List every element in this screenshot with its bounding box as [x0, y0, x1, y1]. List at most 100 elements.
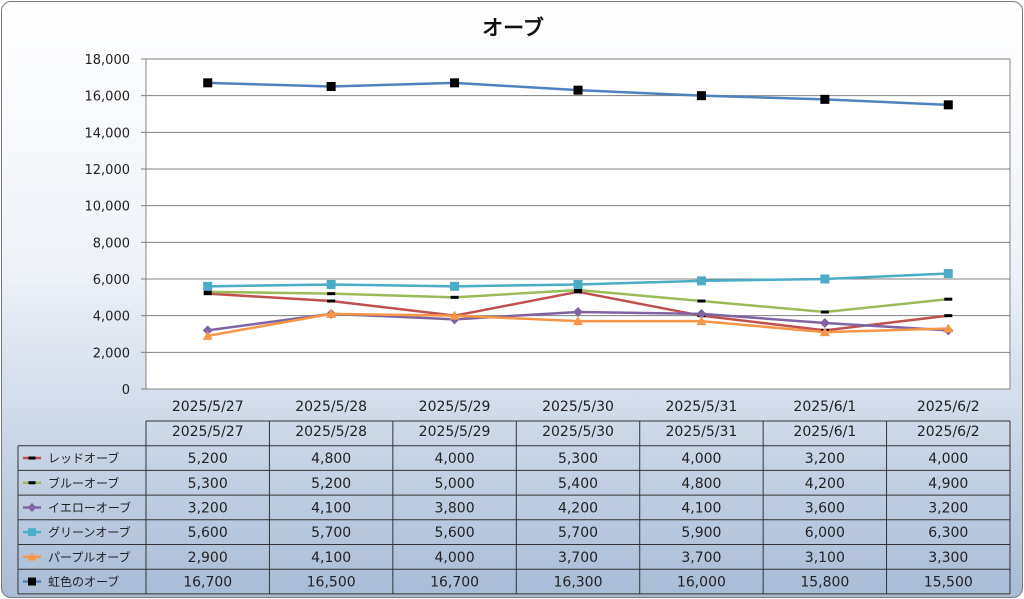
- data-point-marker: [819, 318, 830, 328]
- data-point-marker: [28, 456, 36, 460]
- table-value-cell: 4,200: [805, 476, 845, 492]
- table-value-cell: 16,700: [430, 575, 479, 591]
- data-point-marker: [573, 280, 583, 289]
- table-value-cell: 15,800: [800, 575, 849, 591]
- legend-series-name: イエローオーブ: [48, 500, 131, 515]
- x-tick-label: 2025/5/28: [295, 399, 367, 415]
- data-point-marker: [573, 307, 583, 317]
- table-value-cell: 6,300: [928, 525, 968, 541]
- table-value-cell: 3,200: [928, 500, 968, 516]
- legend-series-name: パープルオーブ: [48, 549, 131, 564]
- data-point-marker: [696, 276, 706, 286]
- table-value-cell: 4,800: [311, 451, 351, 467]
- y-tick-label: 4,000: [93, 310, 130, 325]
- y-tick-label: 2,000: [93, 346, 130, 361]
- table-value-cell: 4,000: [435, 451, 475, 467]
- data-point-marker: [326, 82, 336, 91]
- table-value-cell: 5,300: [188, 476, 228, 492]
- table-row: ブルーオーブ 5,300 5,200 5,000 5,400 4,800 4,200 4,90…: [23, 475, 968, 492]
- table-value-cell: 4,100: [681, 500, 721, 516]
- table-value-cell: 3,100: [805, 550, 845, 566]
- series-5: [202, 308, 954, 340]
- table-value-cell: 3,700: [558, 550, 598, 566]
- data-point-marker: [819, 327, 830, 337]
- table-value-cell: 5,900: [681, 525, 721, 541]
- data-point-marker: [450, 78, 460, 88]
- data-point-marker: [28, 577, 36, 586]
- table-value-cell: 5,700: [311, 525, 351, 541]
- table-value-cell: 3,700: [681, 550, 721, 566]
- x-tick-label: 2025/5/31: [666, 399, 738, 415]
- legend-series-name: レッドオーブ: [48, 451, 119, 466]
- table-value-cell: 16,700: [183, 575, 232, 591]
- data-point-marker: [696, 91, 706, 101]
- table-value-cell: 5,600: [435, 525, 475, 541]
- y-tick-label: 16,000: [85, 90, 131, 105]
- table-value-cell: 4,100: [311, 550, 351, 566]
- data-point-marker: [203, 78, 213, 88]
- data-point-marker: [327, 299, 336, 303]
- table-header-cell: 2025/5/31: [666, 424, 738, 440]
- series-4: [203, 269, 953, 291]
- table-value-cell: 4,100: [311, 500, 351, 516]
- data-point-marker: [820, 94, 830, 104]
- table-header-cell: 2025/6/2: [917, 424, 980, 440]
- data-point-marker: [28, 528, 36, 537]
- table-row: レッドオーブ 5,200 4,800 4,000 5,300 4,000 3,200 4,00…: [23, 451, 968, 467]
- table-header-cell: 2025/5/27: [172, 424, 244, 440]
- data-point-marker: [943, 100, 953, 110]
- table-value-cell: 3,200: [805, 451, 845, 467]
- table-header-cell: 2025/5/28: [295, 424, 367, 440]
- table-value-cell: 5,300: [558, 451, 598, 467]
- table-value-cell: 3,800: [435, 500, 475, 516]
- table-value-cell: 4,200: [558, 500, 598, 516]
- y-tick-label: 14,000: [85, 126, 131, 141]
- table-value-cell: 3,300: [928, 550, 968, 566]
- series-6: [203, 78, 953, 110]
- table-value-cell: 3,600: [805, 500, 845, 516]
- series-2: [203, 288, 953, 314]
- table-row: パープルオーブ 2,900 4,100 4,000 3,700 3,700 3,100 3,3…: [23, 549, 968, 566]
- data-table: 2025/5/27 2025/5/28 2025/5/29 2025/5/30 2025…: [17, 420, 1011, 595]
- data-point-marker: [327, 292, 336, 296]
- data-point-marker: [28, 481, 36, 485]
- table-value-cell: 5,200: [311, 476, 351, 492]
- y-tick-label: 10,000: [85, 200, 131, 215]
- table-header-cell: 2025/5/30: [542, 424, 614, 440]
- table-value-cell: 4,900: [928, 476, 968, 492]
- data-point-marker: [326, 308, 337, 318]
- data-point-marker: [450, 295, 459, 299]
- y-tick-label: 6,000: [93, 273, 130, 288]
- data-point-marker: [944, 297, 953, 301]
- table-value-cell: 4,000: [928, 451, 968, 467]
- data-point-marker: [202, 330, 213, 340]
- data-point-marker: [27, 502, 37, 512]
- data-point-marker: [943, 269, 953, 278]
- data-point-marker: [574, 290, 582, 294]
- data-point-marker: [697, 299, 706, 303]
- data-point-marker: [27, 552, 37, 561]
- data-point-marker: [203, 292, 212, 296]
- table-row: 虹色のオーブ 16,700 16,500 16,700 16,300 16,000 15,8…: [23, 574, 973, 591]
- y-tick-label: 12,000: [85, 163, 131, 178]
- data-point-marker: [202, 325, 213, 336]
- y-tick-label: 8,000: [93, 236, 130, 251]
- table-value-cell: 5,000: [435, 476, 475, 492]
- x-tick-label: 2025/6/2: [917, 399, 980, 415]
- data-point-marker: [944, 314, 953, 318]
- table-header-cell: 2025/5/29: [419, 424, 491, 440]
- data-point-marker: [449, 310, 460, 320]
- table-value-cell: 5,700: [558, 525, 598, 541]
- data-point-marker: [573, 85, 583, 95]
- data-point-marker: [943, 323, 954, 333]
- chart-title: オーブ: [482, 16, 544, 40]
- data-point-marker: [573, 316, 583, 326]
- data-point-marker: [696, 308, 707, 319]
- x-tick-label: 2025/6/1: [793, 399, 856, 415]
- x-tick-label: 2025/5/29: [419, 399, 491, 415]
- table-value-cell: 5,200: [188, 451, 228, 467]
- table-value-cell: 16,300: [554, 575, 603, 591]
- table-row: グリーンオーブ 5,600 5,700 5,600 5,700 5,900 6,000 6,3…: [23, 525, 968, 541]
- table-value-cell: 5,400: [558, 476, 598, 492]
